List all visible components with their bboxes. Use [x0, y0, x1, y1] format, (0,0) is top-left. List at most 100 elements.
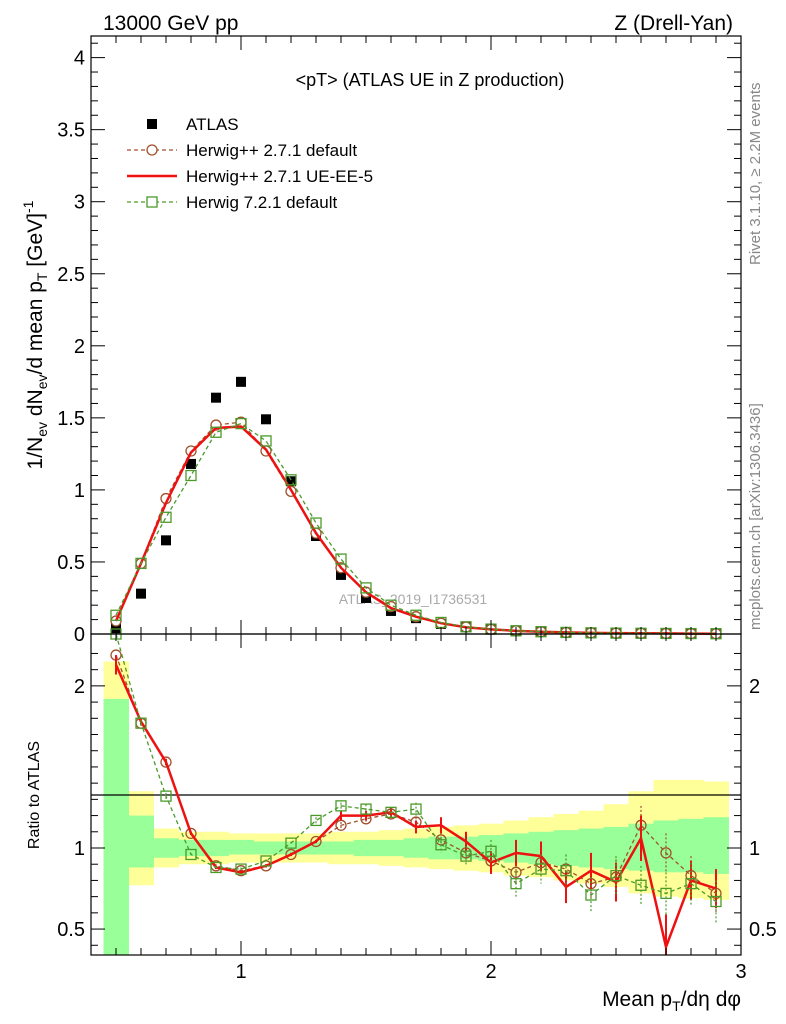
ratio-ytick-label-left: 1	[74, 838, 85, 860]
ratio-point-square	[610, 869, 622, 882]
ratio-curves	[110, 628, 722, 955]
ratio-point-square	[135, 717, 147, 729]
band-stat	[153, 838, 179, 858]
legend-marker-circle	[146, 144, 158, 156]
band-stat	[328, 841, 354, 855]
band-stat	[403, 838, 429, 858]
atlas-data-point	[236, 376, 246, 387]
atlas-data-point	[211, 392, 221, 403]
atlas-data-point	[336, 569, 346, 580]
legend-label: Herwig 7.2.1 default	[186, 193, 337, 212]
legend-label: Herwig++ 2.7.1 default	[186, 141, 357, 160]
legend-marker-square	[146, 196, 158, 208]
side-label-rivet: Rivet 3.1.10, ≥ 2.2M events	[747, 83, 764, 266]
legend: ATLAS Herwig++ 2.7.1 default Herwig++ 2.7.…	[127, 115, 373, 212]
ratio-point-square	[435, 839, 447, 851]
ratio-point-circle	[160, 756, 172, 768]
ratio-point-square	[560, 865, 572, 877]
herwig7-default-point	[410, 609, 422, 621]
band-stat	[203, 839, 229, 857]
ratio-ytick-label-left: 0.5	[57, 919, 85, 941]
main-ytick-label: 1	[74, 480, 85, 502]
ratio-ytick-label-right: 2	[749, 676, 760, 698]
ratio-frame	[90, 633, 742, 956]
main-plot: <pT> (ATLAS UE in Z production) ATLAS_20…	[20, 35, 742, 646]
side-label-mcplots: mcplots.cern.ch [arXiv:1306.3436]	[747, 403, 764, 630]
herwig7-default-point	[385, 599, 397, 611]
herwig7-default-point	[110, 609, 122, 621]
ratio-plot: 0.5 0.5 1 1 2 2 1 2 3 Ratio to ATLAS Mean pT/dη …	[26, 628, 777, 1014]
main-ticks: 0 0.5 1 1.5 2 2.5 3 3.5 4	[57, 36, 741, 646]
atlas-data-point	[261, 414, 271, 425]
main-ytick-label: 2.5	[57, 264, 85, 286]
herwig7-default-point	[135, 557, 147, 570]
ratio-point-circle	[185, 827, 197, 840]
legend-marker-atlas	[147, 119, 157, 129]
ratio-point-square	[385, 806, 397, 818]
atlas-data-point	[186, 458, 196, 469]
band-stat	[228, 839, 254, 855]
ratio-ticks: 0.5 0.5 1 1 2 2 1 2 3	[57, 634, 777, 983]
ratio-point-square	[585, 889, 597, 901]
band-stat	[428, 836, 454, 860]
main-ytick-label: 1.5	[57, 408, 85, 430]
ratio-point-square	[685, 878, 697, 890]
herwig7-default-point	[360, 582, 372, 594]
ratio-point-circle	[285, 848, 297, 861]
ratio-point-square	[160, 790, 172, 802]
ratio-point-circle	[310, 835, 322, 848]
ratio-point-square	[635, 879, 647, 891]
ratio-point-square	[485, 845, 497, 857]
main-ytick-label: 3.5	[57, 120, 85, 142]
ratio-ytick-label-right: 1	[749, 838, 760, 860]
ratio-xlabel: Mean pT/dη dφ	[602, 988, 741, 1014]
main-title: <pT> (ATLAS UE in Z production)	[296, 70, 565, 90]
herwig7-default-point	[235, 417, 247, 430]
herwig7-default-point	[160, 511, 172, 523]
main-ylabel: 1/Nev dNev/d mean pT [GeV]-1	[20, 200, 50, 469]
legend-label: Herwig++ 2.7.1 UE-EE-5	[186, 167, 373, 186]
herwig7-default-point	[335, 553, 347, 565]
band-stat	[703, 817, 729, 874]
ratio-point-circle	[660, 847, 672, 859]
herwig7-default-point	[310, 517, 322, 529]
ratio-point-square	[335, 800, 347, 812]
ratio-xtick-label: 3	[735, 961, 746, 983]
band-stat	[103, 698, 129, 955]
ratio-point-square	[360, 803, 372, 815]
main-ytick-label: 4	[74, 48, 85, 70]
ratio-xtick-label: 2	[485, 961, 496, 983]
ratio-point-square	[535, 863, 547, 875]
legend-label: ATLAS	[186, 115, 239, 134]
herwig7-default-point	[285, 474, 297, 486]
main-ytick-label: 3	[74, 192, 85, 214]
ratio-point-square	[310, 814, 322, 827]
ratio-xtick-label: 1	[235, 961, 246, 983]
ratio-point-square	[260, 855, 272, 867]
atlas-data-point	[136, 588, 146, 599]
ratio-point-square	[510, 878, 522, 890]
ratio-point-square	[210, 861, 222, 874]
main-ytick-label: 2	[74, 336, 85, 358]
herwig7-default-point	[185, 469, 197, 482]
atlas-data-point	[286, 476, 296, 487]
herwig7-default-point	[210, 426, 222, 438]
band-stat	[353, 839, 379, 857]
header-left: 13000 GeV pp	[103, 12, 238, 35]
ratio-ylabel: Ratio to ATLAS	[26, 741, 43, 849]
band-stat	[303, 841, 329, 855]
atlas-data-point	[161, 535, 171, 546]
ratio-point-square	[285, 837, 297, 849]
ratio-point-square	[235, 863, 247, 875]
ratio-ytick-label-right: 0.5	[749, 919, 777, 941]
ratio-ytick-label-left: 2	[74, 676, 85, 698]
header-right: Z (Drell-Yan)	[614, 12, 733, 35]
ratio-point-square	[185, 848, 197, 861]
band-stat	[128, 815, 154, 868]
ratio-point-circle	[510, 866, 522, 878]
ratio-point-square	[660, 887, 672, 900]
herwig7-default-point	[260, 435, 272, 447]
band-stat	[253, 841, 279, 855]
band-stat	[378, 839, 404, 857]
